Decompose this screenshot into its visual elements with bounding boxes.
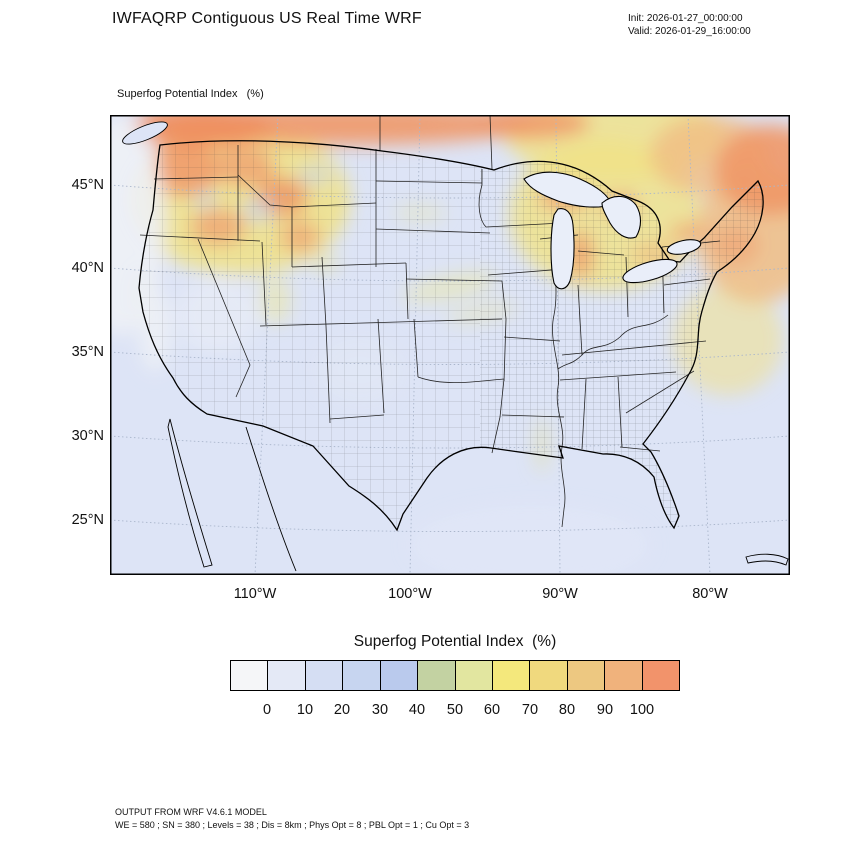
us-outline	[138, 140, 764, 532]
lake-huron	[601, 195, 642, 239]
colorbar-cell	[642, 661, 680, 690]
run-timestamps: Init: 2026-01-27_00:00:00 Valid: 2026-01…	[628, 12, 751, 38]
colorbar-tick-label: 90	[596, 702, 614, 718]
model-info: OUTPUT FROM WRF V4.6.1 MODEL WE = 580 ; …	[115, 806, 469, 831]
colorbar-cell	[418, 661, 456, 690]
colorbar-cell	[567, 661, 606, 690]
colorbar-cell	[380, 661, 419, 690]
lat-tick-label: 45°N	[71, 177, 104, 193]
lake-ontario	[666, 239, 702, 255]
colorbar-tick-label: 70	[521, 702, 539, 718]
lake-erie	[622, 258, 678, 284]
colorbar-cell	[231, 661, 269, 690]
colorbar-tick-label: 100	[629, 702, 655, 718]
colorbar-tick-label: 40	[408, 702, 426, 718]
mexico-mainland-coast	[245, 426, 297, 572]
colorbar-tick-label: 30	[371, 702, 389, 718]
colorbar-tick-label: 0	[262, 702, 272, 718]
model-info-line1: OUTPUT FROM WRF V4.6.1 MODEL	[115, 807, 267, 817]
foreign-coastlines	[122, 121, 789, 572]
colorbar-cell	[492, 661, 531, 690]
colorbar-cell	[455, 661, 493, 690]
colorbar-tick-label: 60	[483, 702, 501, 718]
lat-tick-label: 35°N	[71, 344, 104, 360]
colorbar-tick-label: 10	[296, 702, 314, 718]
baja-peninsula	[167, 418, 213, 568]
lat-tick-label: 25°N	[71, 512, 104, 528]
colorbar-cell	[605, 661, 643, 690]
cuba	[745, 553, 789, 566]
colorbar-cell	[343, 661, 381, 690]
colorbar-cell	[305, 661, 344, 690]
lake-michigan	[550, 208, 575, 290]
colorbar-tick-label: 20	[333, 702, 351, 718]
valid-timestamp: Valid: 2026-01-29_16:00:00	[628, 26, 751, 37]
lon-tick-label: 110°W	[233, 586, 277, 602]
lon-tick-label: 80°W	[692, 586, 728, 602]
header-title: IWFAQRP Contiguous US Real Time WRF	[112, 10, 422, 27]
model-info-line2: WE = 580 ; SN = 380 ; Levels = 38 ; Dis …	[115, 819, 470, 830]
colorbar-tick-label: 50	[446, 702, 464, 718]
lat-tick-label: 30°N	[71, 428, 104, 444]
vancouver-island	[122, 121, 168, 145]
lat-tick-label: 40°N	[71, 260, 104, 276]
colorbar	[230, 660, 680, 691]
field-label: Superfog Potential Index (%)	[117, 88, 264, 100]
great-lakes	[523, 171, 702, 290]
colorbar-tick-label: 80	[558, 702, 576, 718]
init-timestamp: Init: 2026-01-27_00:00:00	[628, 13, 743, 24]
colorbar-cell	[530, 661, 568, 690]
lon-tick-label: 90°W	[542, 586, 578, 602]
lon-tick-label: 100°W	[388, 586, 432, 602]
map-frame	[110, 115, 790, 575]
map-canvas	[110, 115, 790, 575]
colorbar-cell	[268, 661, 306, 690]
legend-title: Superfog Potential Index (%)	[353, 633, 557, 650]
